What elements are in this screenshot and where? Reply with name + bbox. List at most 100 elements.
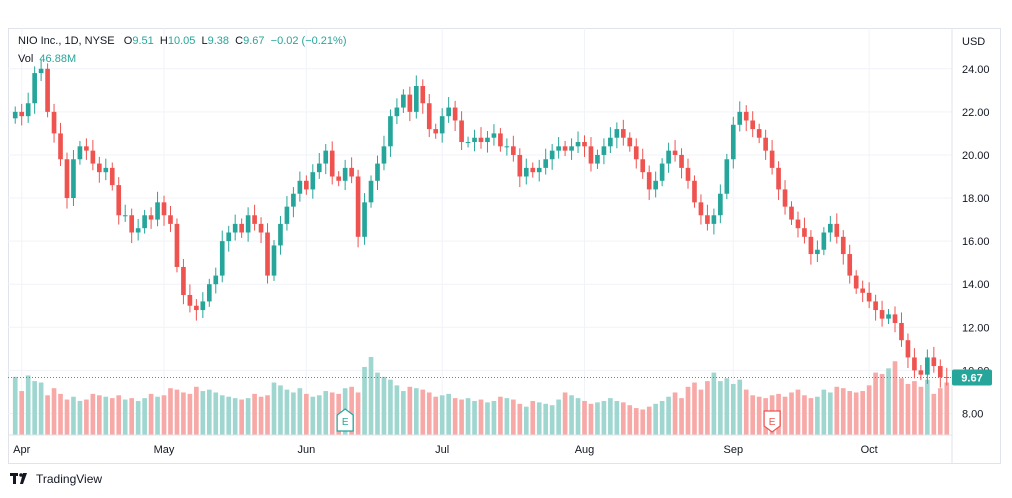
volume-bar — [498, 396, 503, 435]
candle — [789, 201, 794, 225]
candle — [155, 191, 160, 227]
candle — [834, 213, 840, 244]
price-axis[interactable]: USD 24.0022.0020.0018.0016.0014.0012.001… — [962, 36, 990, 420]
volume-bar — [109, 398, 115, 435]
branding[interactable]: TradingView — [10, 472, 102, 486]
volume-bar — [155, 396, 160, 435]
volume-bar — [575, 398, 581, 435]
volume-bar — [129, 398, 135, 435]
volume-bar — [698, 389, 704, 435]
volume-bar — [743, 389, 749, 435]
legend-low: 9.38 — [207, 35, 230, 47]
candle — [925, 349, 930, 384]
candle — [724, 153, 730, 200]
candle — [536, 159, 542, 182]
candle — [821, 227, 827, 256]
candle — [375, 155, 380, 191]
candle — [782, 180, 788, 215]
candle — [899, 312, 904, 347]
volume-bar — [122, 399, 128, 435]
volume-bar — [491, 400, 497, 435]
candle — [743, 105, 749, 132]
volume-bar — [271, 382, 277, 435]
volume-bar — [213, 392, 219, 435]
volume-bar — [879, 374, 885, 435]
volume-bar — [459, 399, 464, 435]
candle — [530, 162, 536, 178]
x-tick-label: Jun — [297, 444, 315, 456]
candle — [472, 129, 477, 152]
candle — [711, 208, 717, 235]
x-tick-label: Oct — [861, 444, 878, 456]
candle — [465, 136, 471, 148]
candle — [413, 75, 419, 119]
candle — [646, 165, 652, 200]
candle — [569, 138, 574, 160]
candle — [944, 367, 950, 386]
volume-bar — [116, 395, 122, 435]
x-tick-label: Sep — [724, 444, 744, 456]
candle — [517, 148, 523, 188]
candle — [614, 122, 620, 149]
volume-bar — [135, 400, 141, 435]
volume-bar — [653, 403, 658, 435]
candle — [12, 106, 18, 124]
volume-bar — [711, 372, 717, 435]
candle — [45, 63, 50, 118]
volume-bar — [161, 395, 167, 435]
volume-bar — [511, 399, 516, 435]
last-price-badge: 9.67 — [952, 369, 992, 386]
currency-label: USD — [962, 36, 985, 48]
candle — [355, 169, 361, 248]
legend-close-label: C — [235, 35, 244, 47]
candle — [168, 206, 173, 232]
y-tick-label: 20.00 — [962, 150, 990, 162]
volume-bar — [530, 400, 536, 435]
candle — [608, 127, 613, 154]
candle — [640, 148, 646, 179]
volume-bar — [200, 391, 206, 435]
volume-bar — [523, 406, 529, 435]
time-axis[interactable]: Apr May Jun Jul Aug Sep Oct — [13, 444, 878, 456]
volume-bar — [627, 405, 633, 435]
candle — [698, 194, 704, 225]
candle — [97, 156, 102, 183]
brand-name: TradingView — [36, 472, 103, 486]
candle — [388, 109, 393, 157]
volume-bar — [407, 386, 413, 435]
volume-bar — [219, 395, 225, 435]
earnings-marker[interactable]: E — [336, 408, 354, 432]
volume-bar — [692, 382, 697, 435]
candle — [653, 171, 658, 198]
volume-bar — [58, 393, 63, 435]
earnings-marker[interactable]: E — [763, 410, 781, 433]
volume-bar — [821, 389, 827, 435]
candle — [394, 98, 400, 125]
volume-bar — [206, 389, 212, 435]
legend-symbol[interactable]: NIO Inc., 1D, NYSE — [18, 35, 115, 47]
volume-bar — [375, 372, 380, 435]
volume-bar — [620, 402, 626, 435]
y-tick-label: 24.00 — [962, 64, 990, 76]
volume-bar — [931, 393, 937, 435]
volume-bar — [944, 382, 950, 435]
candle — [866, 282, 872, 309]
volume-bar — [401, 391, 406, 435]
volume-bar — [685, 386, 691, 435]
candle — [213, 267, 219, 294]
candle — [64, 152, 70, 209]
candle — [620, 119, 626, 146]
legend-high: 10.05 — [167, 35, 196, 47]
volume-bar — [388, 379, 393, 435]
volume-bar — [549, 405, 555, 435]
candle — [879, 300, 885, 327]
candle — [51, 103, 57, 143]
candle — [174, 218, 180, 273]
volume-bar — [918, 386, 924, 435]
volume-bar — [640, 409, 646, 435]
volume-bar — [718, 381, 723, 435]
volume-bar — [316, 395, 322, 435]
candle — [304, 175, 309, 195]
